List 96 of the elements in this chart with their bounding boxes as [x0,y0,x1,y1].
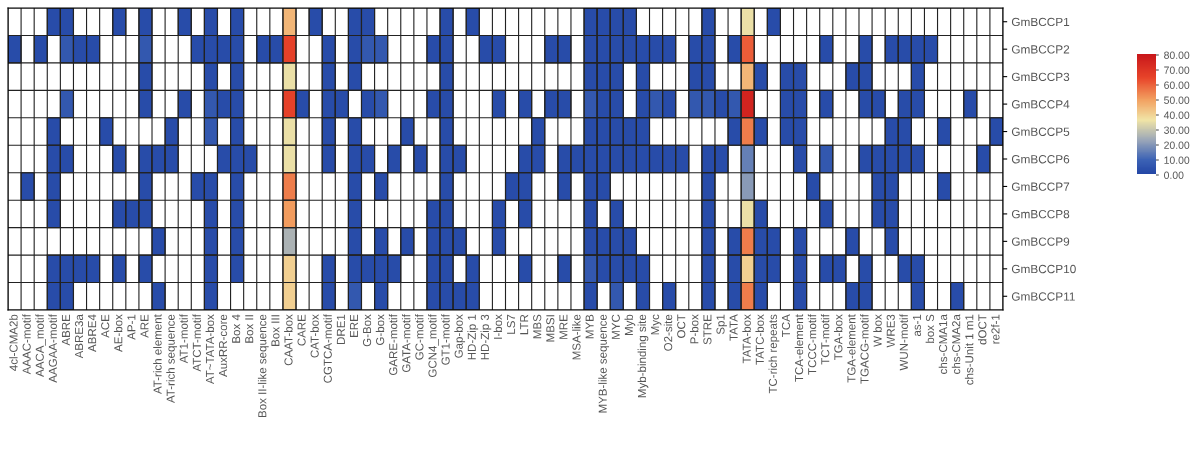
x-tick-label: AAAC-motif [22,314,31,375]
x-tick-label: AuxRR-core [219,314,228,377]
x-tick-label: Sp1 [716,314,727,335]
x-tick-label: AACA_motif [35,314,46,377]
x-tick-label: MBSI [546,315,555,342]
x-tick-label: I-box [493,314,503,339]
x-tick-label: MRE [559,314,568,339]
x-tick-label: AT-rich sequence [166,314,178,403]
y-tick-label: GmBCCP1 [1011,17,1070,27]
x-tick-label: TCT-motif [820,314,830,365]
color-bar-label: 10.00 [1164,156,1190,164]
x-tick-label: GATA-motif [401,314,411,373]
x-tick-label: AP-1 [127,314,136,340]
x-tick-label: ABRE [61,314,70,346]
x-tick-label: ARE [140,314,149,338]
x-tick-label: GC-motif [415,314,424,360]
x-tick-label: CARE [297,314,306,346]
x-tick-label: TCCC-motif [807,314,817,375]
x-tick-label: as-1 [912,314,921,337]
y-tick-label: GmBCCP10 [1011,264,1076,274]
y-tick-label: GmBCCP6 [1011,155,1070,164]
x-tick-label: Gap-box [454,314,466,358]
y-tick-label: GmBCCP11 [1011,292,1075,301]
color-bar-label: 70.00 [1164,66,1190,74]
x-tick-label: TATA [729,314,738,341]
x-tick-label: AAGAA-motif [48,314,57,383]
x-tick-label: AT-rich element [153,314,162,395]
color-bar-label: 0.00 [1164,171,1184,179]
x-tick-label: AE-box [113,314,123,352]
x-tick-label: LS7 [506,314,516,334]
x-tick-label: Myb-binding site [637,314,649,398]
x-tick-label: TGA-element [847,314,856,383]
y-tick-label: GmBCCP7 [1011,182,1070,191]
x-tick-label: WRE3 [886,314,895,348]
x-tick-label: Box II [245,315,254,343]
color-bar-label: 40.00 [1163,111,1190,119]
x-tick-label: CGTCA-motif [323,314,332,383]
y-tick-label: GmBCCP3 [1011,72,1070,82]
x-tick-label: P-box [689,314,699,344]
x-tick-label: chs-CMA2a [951,314,961,374]
x-tick-label: W box [873,314,882,347]
x-tick-label: TGACG-motif [860,314,869,384]
x-tick-label: Myc [651,314,662,335]
y-tick-label: GmBCCP8 [1011,209,1070,219]
x-tick-label: TCA [781,314,791,337]
x-tick-label: TC-rich repeats [768,314,780,394]
color-bar-label: 80.00 [1164,51,1190,59]
x-tick-label: DRE1 [336,314,345,344]
x-tick-label: G-box [375,314,385,345]
x-tick-label: GARE-motif [388,314,398,376]
y-tick-label: GmBCCP2 [1011,45,1070,54]
x-tick-label: MYB [585,314,594,339]
x-tick-label: 4cl-CMA2b [9,314,18,371]
color-bar-label: 30.00 [1164,126,1190,134]
x-tick-label: Box III [271,315,280,346]
x-tick-label: HD-Zip 1 [467,314,479,360]
x-tick-label: GCN4_motif [428,314,439,377]
x-tick-label: MYC [611,314,620,339]
x-tick-label: TATA-box [742,314,751,364]
x-tick-label: AT~TATA-box [205,314,215,385]
x-tick-label: TATC-box [755,314,764,365]
y-tick-label: GmBCCP5 [1011,127,1070,136]
color-bar-label: 20.00 [1164,141,1190,149]
x-tick-label: ABRE4 [88,314,97,352]
x-tick-label: ATCT-motif [192,314,201,372]
x-tick-label: MBS [533,314,542,339]
x-tick-label: chs-CMA1a [938,314,948,374]
x-tick-label: O2-site [663,314,673,351]
x-tick-label: STRE [703,314,712,345]
x-tick-label: box S [925,314,935,343]
x-tick-label: LTR [520,314,529,335]
y-tick-label: GmBCCP4 [1011,100,1070,109]
x-tick-label: chs-Unit 1 m1 [964,314,974,385]
x-tick-label: WUN-motif [899,314,908,371]
x-tick-label: re2f-1 [991,314,1000,344]
x-tick-label: Myb [624,314,636,335]
x-tick-label: GT1-motif [441,314,450,365]
x-tick-label: G-Box [362,314,372,347]
x-tick-label: MSA-like [572,314,581,360]
x-tick-label: Box 4 [232,314,241,343]
y-tick-label: GmBCCP9 [1011,237,1070,246]
x-tick-label: ERE [349,314,358,337]
color-bar-label: 50.00 [1164,96,1190,104]
x-tick-label: Box II-like sequence [257,314,269,418]
x-tick-label: HD-Zip 3 [480,314,492,360]
x-tick-label: TCA-element [794,314,804,382]
color-bar-label: 60.00 [1164,81,1190,89]
x-tick-label: TGA-box [833,314,843,361]
x-tick-label: CAT-box [310,314,319,358]
x-tick-label: ABRE3a [74,314,84,359]
x-tick-label: dOCT [977,314,987,345]
x-tick-label: AT1-motif [179,314,188,364]
x-tick-label: ACE [101,314,110,338]
x-tick-label: OCT [677,314,686,338]
x-tick-label: MYB-like sequence [598,314,610,413]
x-tick-label: CAAT-box [284,314,293,366]
